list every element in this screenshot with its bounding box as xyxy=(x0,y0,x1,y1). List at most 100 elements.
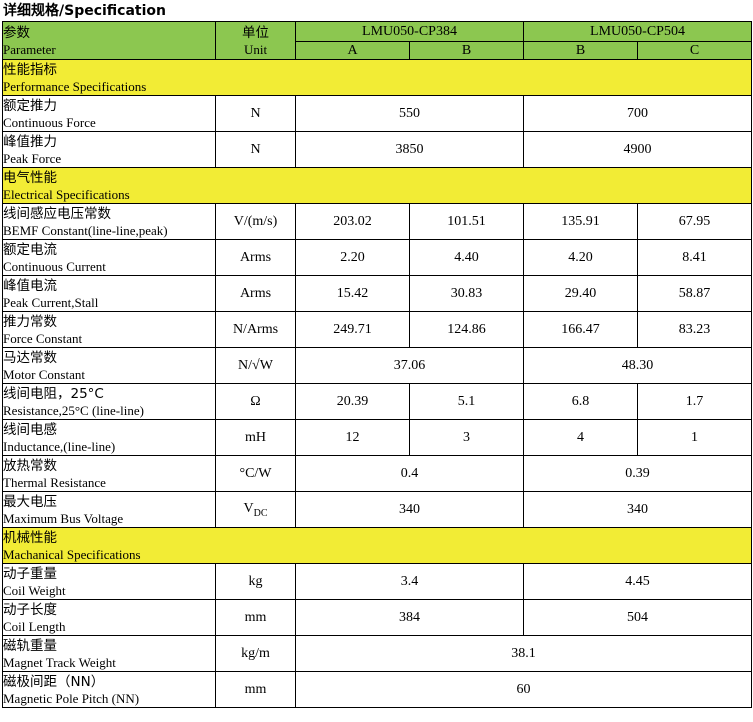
unit-cell: mH xyxy=(215,419,296,456)
unit-cell: °C/W xyxy=(215,455,296,492)
row-label: 线间感应电压常数 BEMF Constant(line-line,peak) xyxy=(2,203,216,240)
section-electrical: 电气性能 Electrical Specifications xyxy=(2,167,752,204)
unit-cell: N/√W xyxy=(215,347,296,384)
value-cell: 340 xyxy=(523,491,752,528)
row-label-en: Force Constant xyxy=(3,330,83,346)
header-model-1-sub-b: B xyxy=(409,41,524,60)
unit-cell: mm xyxy=(215,671,296,708)
row-label-en: Magnetic Pole Pitch (NN) xyxy=(3,690,140,706)
row-label-cn: 推力常数 xyxy=(3,313,58,330)
row-label-en: Maximum Bus Voltage xyxy=(3,510,124,526)
value-cell: 58.87 xyxy=(637,275,752,312)
row-label-en: Thermal Resistance xyxy=(3,474,106,490)
row-label: 马达常数 Motor Constant xyxy=(2,347,216,384)
value-cell: 12 xyxy=(295,419,410,456)
row-label-en: Resistance,25°C (line-line) xyxy=(3,402,144,418)
value-cell: 6.8 xyxy=(523,383,638,420)
value-cell: 1.7 xyxy=(637,383,752,420)
value-cell: 384 xyxy=(295,599,524,636)
value-cell: 4.45 xyxy=(523,563,752,600)
value-cell: 0.39 xyxy=(523,455,752,492)
unit-cell: Ω xyxy=(215,383,296,420)
header-unit-cn: 单位 xyxy=(242,24,269,41)
value-cell: 30.83 xyxy=(409,275,524,312)
row-label-en: Inductance,(line-line) xyxy=(3,438,116,454)
value-cell: 135.91 xyxy=(523,203,638,240)
header-model-2: LMU050-CP504 xyxy=(523,21,752,42)
row-label-cn: 磁极间距（NN） xyxy=(3,673,105,690)
row-label: 额定电流 Continuous Current xyxy=(2,239,216,276)
row-label-en: Coil Weight xyxy=(3,582,66,598)
value-cell: 0.4 xyxy=(295,455,524,492)
header-model-1: LMU050-CP384 xyxy=(295,21,524,42)
table-row-force-constant: 推力常数 Force Constant N/Arms 249.71 124.86… xyxy=(2,311,752,348)
value-cell: 3850 xyxy=(295,131,524,168)
table-row-continuous-force: 额定推力 Continuous Force N 550 700 xyxy=(2,95,752,132)
row-label-cn: 额定电流 xyxy=(3,241,58,258)
table-row-coil-weight: 动子重量 Coil Weight kg 3.4 4.45 xyxy=(2,563,752,600)
row-label-en: Peak Current,Stall xyxy=(3,294,99,310)
section-performance: 性能指标 Performance Specifications xyxy=(2,59,752,96)
header-model-2-sub-b: B xyxy=(523,41,638,60)
table-row-bemf-constant: 线间感应电压常数 BEMF Constant(line-line,peak) V… xyxy=(2,203,752,240)
row-label-cn: 峰值电流 xyxy=(3,277,58,294)
value-cell: 700 xyxy=(523,95,752,132)
unit-cell: N/Arms xyxy=(215,311,296,348)
section-mechanical-en: Machanical Specifications xyxy=(3,546,141,562)
section-mechanical-cell: 机械性能 Machanical Specifications xyxy=(2,527,752,564)
table-row-thermal-resistance: 放热常数 Thermal Resistance °C/W 0.4 0.39 xyxy=(2,455,752,492)
header-model-1-sub-a: A xyxy=(295,41,410,60)
value-cell: 550 xyxy=(295,95,524,132)
table-row-magnetic-pole-pitch: 磁极间距（NN） Magnetic Pole Pitch (NN) mm 60 xyxy=(2,671,752,708)
row-label-cn: 线间感应电压常数 xyxy=(3,205,112,222)
unit-cell: N xyxy=(215,131,296,168)
unit-cell: VDC xyxy=(215,491,296,528)
unit-cell: V/(m/s) xyxy=(215,203,296,240)
header-model-2-sub-c: C xyxy=(637,41,752,60)
row-label-en: Magnet Track Weight xyxy=(3,654,116,670)
value-cell: 37.06 xyxy=(295,347,524,384)
value-cell: 48.30 xyxy=(523,347,752,384)
row-label: 磁轨重量 Magnet Track Weight xyxy=(2,635,216,672)
row-label-cn: 峰值推力 xyxy=(3,133,58,150)
header-unit-en: Unit xyxy=(243,41,268,57)
row-label: 峰值电流 Peak Current,Stall xyxy=(2,275,216,312)
section-electrical-en: Electrical Specifications xyxy=(3,186,130,202)
value-cell: 166.47 xyxy=(523,311,638,348)
row-label: 线间电阻，25°C Resistance,25°C (line-line) xyxy=(2,383,216,420)
row-label-cn: 动子长度 xyxy=(3,601,58,618)
row-label-cn: 最大电压 xyxy=(3,493,58,510)
row-label: 放热常数 Thermal Resistance xyxy=(2,455,216,492)
unit-cell: mm xyxy=(215,599,296,636)
table-header-row: 参数 Parameter 单位 Unit LMU050-CP384 LMU050… xyxy=(2,21,752,60)
unit-cell: Arms xyxy=(215,275,296,312)
value-cell: 29.40 xyxy=(523,275,638,312)
value-cell: 15.42 xyxy=(295,275,410,312)
table-row-coil-length: 动子长度 Coil Length mm 384 504 xyxy=(2,599,752,636)
section-electrical-cell: 电气性能 Electrical Specifications xyxy=(2,167,752,204)
unit-cell: kg xyxy=(215,563,296,600)
row-label: 磁极间距（NN） Magnetic Pole Pitch (NN) xyxy=(2,671,216,708)
value-cell: 2.20 xyxy=(295,239,410,276)
value-cell: 4.40 xyxy=(409,239,524,276)
section-mechanical: 机械性能 Machanical Specifications xyxy=(2,527,752,564)
specification-table: 参数 Parameter 单位 Unit LMU050-CP384 LMU050… xyxy=(2,21,752,708)
table-row-inductance: 线间电感 Inductance,(line-line) mH 12 3 4 1 xyxy=(2,419,752,456)
value-cell: 3 xyxy=(409,419,524,456)
header-parameter-en: Parameter xyxy=(3,41,56,57)
page-title: 详细规格/Specification xyxy=(3,3,167,19)
table-row-continuous-current: 额定电流 Continuous Current Arms 2.20 4.40 4… xyxy=(2,239,752,276)
section-performance-cn: 性能指标 xyxy=(3,61,58,78)
section-performance-cell: 性能指标 Performance Specifications xyxy=(2,59,752,96)
value-cell: 340 xyxy=(295,491,524,528)
row-label: 动子长度 Coil Length xyxy=(2,599,216,636)
row-label: 峰值推力 Peak Force xyxy=(2,131,216,168)
row-label-cn: 放热常数 xyxy=(3,457,58,474)
row-label-en: Continuous Current xyxy=(3,258,106,274)
unit-cell: Arms xyxy=(215,239,296,276)
value-cell: 504 xyxy=(523,599,752,636)
value-cell: 3.4 xyxy=(295,563,524,600)
row-label: 最大电压 Maximum Bus Voltage xyxy=(2,491,216,528)
value-cell: 4.20 xyxy=(523,239,638,276)
